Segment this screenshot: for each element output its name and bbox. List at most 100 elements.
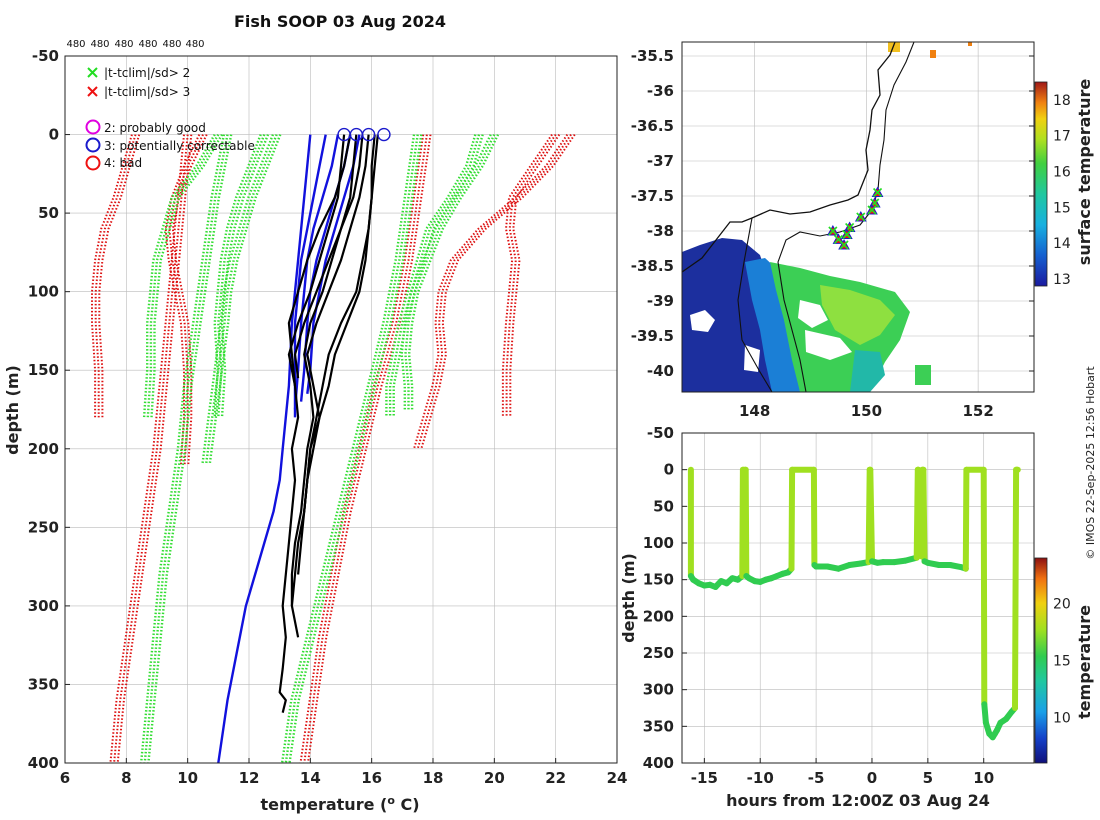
profile-obs-line	[293, 134, 364, 379]
profile-xlabel: temperature (o C)	[260, 794, 419, 815]
legend-item-flag3: 3: potentially correctable	[85, 137, 255, 153]
x-tick-label: 8	[121, 769, 131, 787]
cloud-gap	[805, 330, 852, 360]
profile-sd2-line	[392, 134, 484, 418]
track-segment	[742, 466, 750, 579]
warm-spot	[968, 42, 972, 46]
map-y-tick-label: -37.5	[631, 187, 674, 205]
y-tick-label: 350	[28, 675, 59, 693]
profile-count: 480	[66, 39, 85, 50]
profile-count: 480	[138, 39, 157, 50]
warm-spot	[888, 42, 900, 52]
temperature-colorbar-ticks: 10 15 20	[1053, 597, 1071, 727]
profile-count: 480	[90, 39, 109, 50]
temperature-colorbar-label: temperature	[1075, 605, 1094, 719]
profile-sd2-line	[147, 134, 233, 763]
sst-colorbar-tick: 18	[1053, 93, 1071, 109]
map-content	[682, 42, 972, 392]
green-x-icon	[87, 67, 98, 78]
profile-ticks: 6 8 10 12 14 16 18 20 22 24 -50 0 50 100 150 200 250 300 3…	[28, 47, 628, 787]
timeseries-y-tick-label: -50	[647, 424, 674, 442]
warm-water-patch	[915, 365, 931, 385]
teal-water-patch	[850, 350, 885, 392]
sst-colorbar	[1034, 81, 1048, 287]
map-y-tick-label: -39.5	[631, 327, 674, 345]
legend-label: |t-tclim|/sd> 2	[104, 66, 190, 80]
x-tick-label: 24	[607, 769, 628, 787]
timeseries-y-tick-label: 350	[643, 717, 674, 735]
sst-colorbar-tick: 14	[1053, 236, 1071, 252]
profile-obs-line	[290, 134, 370, 607]
cloud-gap	[690, 310, 715, 332]
station-flag-x	[839, 240, 849, 250]
red-x-icon	[87, 86, 98, 97]
cool-water-region	[745, 258, 800, 392]
red-circle-icon	[85, 155, 101, 171]
timeseries-y-tick-label: 50	[653, 497, 674, 515]
track-segment	[867, 466, 875, 565]
profile-sd2-line	[143, 134, 229, 763]
timeseries-x-tick-label: 0	[867, 769, 877, 787]
timeseries-y-tick-label: 250	[643, 644, 674, 662]
profile-sd3-line	[299, 134, 425, 763]
profile-sd3-line	[164, 134, 201, 465]
station-markers	[827, 186, 884, 250]
profile-count: 480	[185, 39, 204, 50]
timeseries-y-tick-label: 100	[643, 534, 674, 552]
track-segment	[981, 701, 989, 726]
station-flag-x	[856, 212, 866, 222]
temperature-colorbar	[1034, 557, 1048, 764]
profile-counts: 480 480 480 480 480 480	[66, 39, 204, 50]
profile-sd3-line	[171, 134, 208, 465]
sst-colorbar-label: surface temperature	[1075, 79, 1094, 266]
temperature-colorbar-tick: 15	[1053, 654, 1071, 670]
y-tick-label: 400	[28, 754, 59, 772]
track-segment	[788, 466, 796, 572]
copyright-watermark: © IMOS 22-Sep-2025 12:56 Hobart	[1084, 366, 1097, 560]
profile-sd2-line	[139, 134, 226, 763]
profile-obs-line	[287, 134, 352, 387]
legend-item-sd2: |t-tclim|/sd> 2	[87, 66, 190, 80]
profile-sd2-line	[407, 134, 500, 410]
profile-sd2-line	[385, 134, 477, 418]
y-tick-label: -50	[32, 47, 59, 65]
map-ticks: 148 150 152 -35.5 -36 -36.5 -37 -37.5 -38 -38.5 -3…	[631, 47, 1034, 420]
profile-mean-line	[217, 134, 312, 763]
timeseries-axes-box	[681, 432, 1035, 764]
profile-sd2-line	[284, 134, 419, 763]
timeseries-xlabel: hours from 12:00Z 03 Aug 24	[726, 791, 990, 810]
x-tick-label: 12	[239, 769, 260, 787]
timeseries-ylabel: depth (m)	[619, 553, 638, 643]
profile-sd2-line	[388, 134, 481, 418]
x-tick-label: 10	[177, 769, 198, 787]
sst-colorbar-tick: 17	[1053, 129, 1071, 145]
bass-strait-contour	[737, 217, 773, 392]
track-segment	[920, 466, 928, 565]
station-flag-x	[872, 187, 883, 198]
map-y-tick-label: -40	[647, 362, 674, 380]
profile-obs-line	[278, 134, 346, 713]
sst-field	[682, 42, 972, 392]
legend-item-flag2: 2: probably good	[85, 119, 206, 135]
track-segment	[1012, 466, 1020, 711]
x-tick-label: 6	[60, 769, 70, 787]
legend-label: |t-tclim|/sd> 3	[104, 85, 190, 99]
profile-sd2-line	[400, 134, 492, 410]
x-tick-label: 22	[545, 769, 566, 787]
y-tick-label: 0	[49, 126, 59, 144]
blue-circle-icon	[85, 137, 101, 153]
figure-title: Fish SOOP 03 Aug 2024	[234, 12, 446, 31]
timeseries-y-tick-label: 0	[664, 461, 674, 479]
station-flag-x	[828, 226, 838, 236]
track-segment	[962, 466, 970, 572]
timeseries-y-tick-label: 200	[643, 607, 674, 625]
profile-count: 480	[162, 39, 181, 50]
sst-colorbar-tick: 16	[1053, 164, 1071, 180]
timeseries-x-tick-label: -15	[691, 769, 718, 787]
map-y-tick-label: -39	[647, 292, 674, 310]
timeseries-y-tick-label: 300	[643, 681, 674, 699]
station-flag-x	[867, 205, 877, 215]
profile-lines	[91, 127, 576, 763]
cloud-gap	[798, 300, 828, 328]
legend-item-sd3: |t-tclim|/sd> 3	[87, 85, 190, 99]
